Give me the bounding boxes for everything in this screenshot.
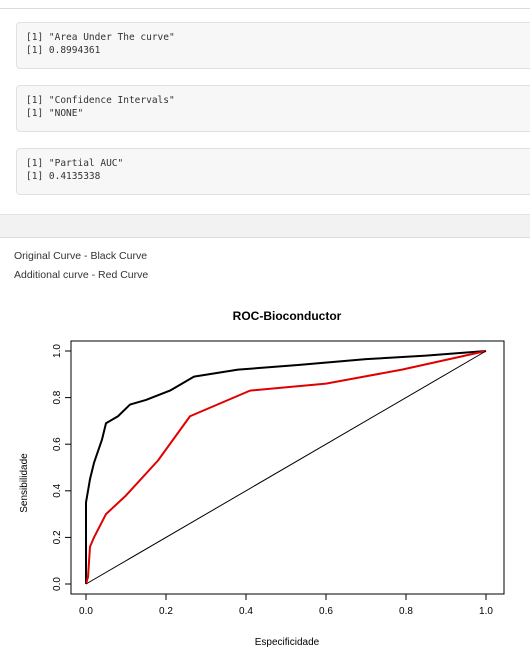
roc-chart: ROC-Bioconductor 0.0 0.2 0.4 0.6 0.8 1.0 0.00… bbox=[19, 309, 505, 648]
y-axis: 0.0 0.2 0.4 0.6 0.8 1.0 bbox=[52, 344, 72, 591]
chart-title: ROC-Bioconductor bbox=[233, 309, 342, 323]
y-tick-label: 0.2 bbox=[52, 530, 63, 544]
x-tick-label: 0.6 bbox=[319, 606, 333, 617]
output-block-auc: [1] "Area Under The curve" [1] 0.8994361 bbox=[16, 22, 530, 69]
output-line: [1] "NONE" bbox=[26, 108, 84, 119]
y-tick-label: 1.0 bbox=[52, 344, 63, 358]
output-line: [1] "Area Under The curve" bbox=[26, 32, 175, 43]
x-axis-label: Especificidade bbox=[255, 637, 320, 648]
output-line: [1] 0.8994361 bbox=[26, 45, 101, 56]
cell-separator bbox=[0, 214, 530, 238]
x-tick-label: 0.0 bbox=[79, 606, 93, 617]
x-tick-label: 1.0 bbox=[479, 606, 493, 617]
x-tick-label: 0.2 bbox=[159, 606, 173, 617]
output-line: [1] 0.4135338 bbox=[26, 171, 101, 182]
reference-diagonal-line bbox=[85, 350, 487, 585]
y-tick-label: 0.6 bbox=[52, 437, 63, 451]
series-line-original bbox=[85, 350, 487, 584]
series-layer bbox=[85, 350, 487, 585]
note-original-curve: Original Curve - Black Curve bbox=[14, 250, 148, 262]
y-tick-label: 0.0 bbox=[52, 577, 63, 591]
series-line-additional bbox=[85, 350, 487, 585]
x-tick-label: 0.4 bbox=[239, 606, 253, 617]
y-axis-label: Sensibilidade bbox=[19, 453, 30, 513]
top-divider bbox=[0, 0, 530, 9]
output-line: [1] "Confidence Intervals" bbox=[26, 95, 175, 106]
output-block-ci: [1] "Confidence Intervals" [1] "NONE" bbox=[16, 85, 530, 132]
y-tick-label: 0.4 bbox=[52, 483, 63, 497]
plot-frame bbox=[70, 340, 505, 595]
y-tick-label: 0.8 bbox=[52, 390, 63, 404]
note-additional-curve: Additional curve - Red Curve bbox=[14, 269, 149, 281]
x-tick-label: 0.8 bbox=[399, 606, 413, 617]
output-line: [1] "Partial AUC" bbox=[26, 158, 124, 169]
output-block-pauc: [1] "Partial AUC" [1] 0.4135338 bbox=[16, 148, 530, 195]
x-axis: 0.0 0.2 0.4 0.6 0.8 1.0 bbox=[79, 593, 493, 617]
